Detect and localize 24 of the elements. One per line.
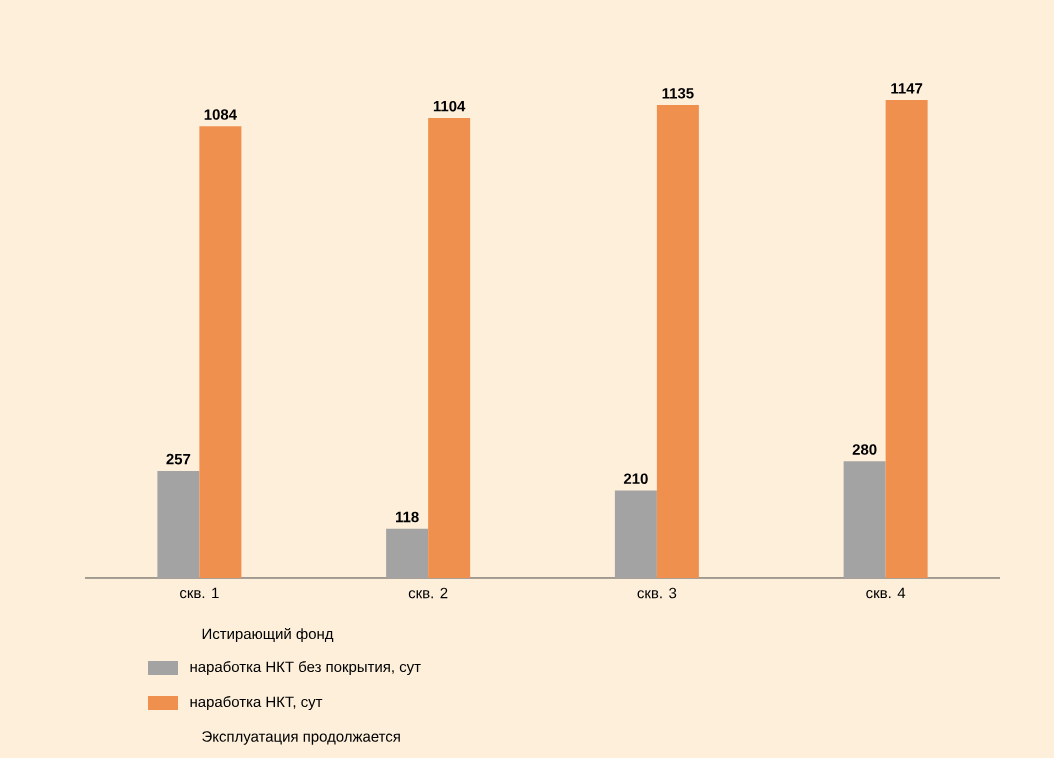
x-tick-label: скв. 1 (180, 587, 219, 599)
data-label: 257 (166, 453, 191, 465)
bar (885, 100, 928, 578)
legend-title: Истирающий фонд (202, 627, 334, 643)
bar (843, 461, 886, 578)
data-label: 210 (623, 473, 648, 484)
bar (386, 528, 429, 578)
bar (428, 118, 471, 578)
data-label: 118 (396, 511, 419, 523)
legend-label: наработка НКТ без покрытия, сут (190, 660, 421, 676)
x-tick-label: скв. 3 (637, 587, 677, 599)
data-label: 1147 (891, 83, 923, 94)
x-tick-label: скв. 2 (408, 587, 448, 599)
data-label: 280 (852, 444, 877, 455)
data-label: 1135 (662, 87, 694, 99)
bar (656, 105, 699, 578)
bar (199, 126, 242, 578)
data-label: 1084 (204, 109, 237, 120)
data-label: 1104 (433, 100, 466, 112)
bar (157, 470, 200, 578)
bar (614, 490, 657, 578)
text: Эксплуатация продолжается (202, 731, 400, 745)
x-tick-label: скв. 4 (866, 587, 906, 599)
legend-label: наработка НКТ, сут (190, 695, 323, 711)
